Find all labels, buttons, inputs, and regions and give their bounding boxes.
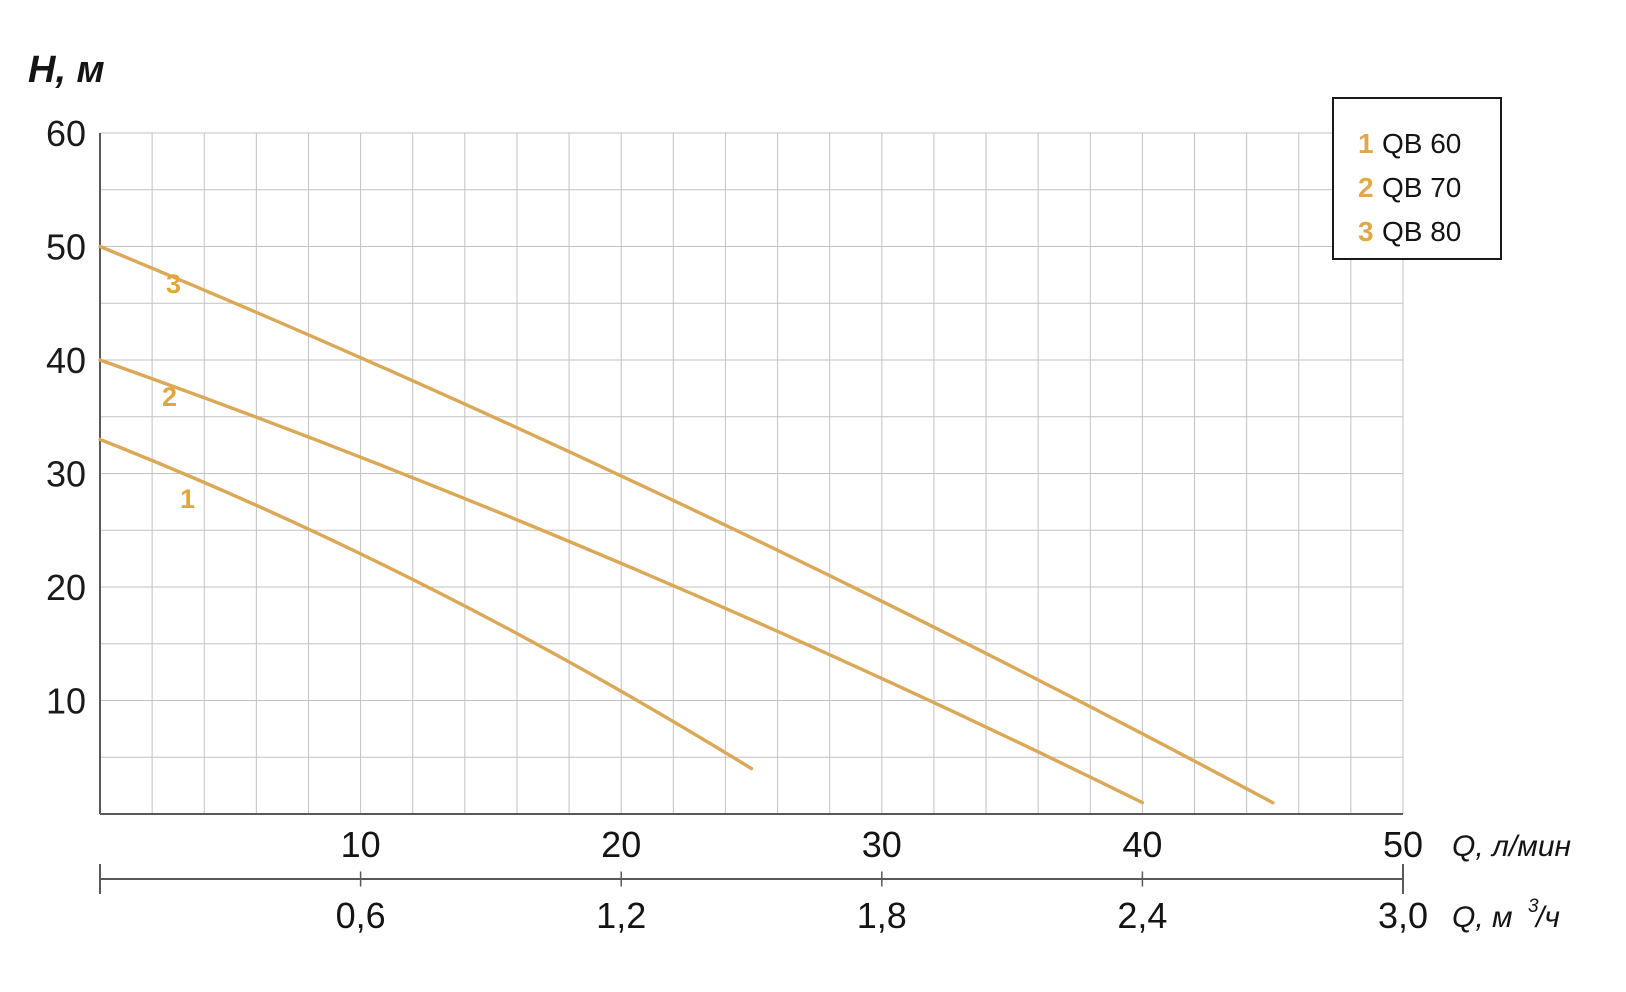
svg-text:1: 1 bbox=[180, 484, 195, 514]
svg-text:3: 3 bbox=[1358, 216, 1374, 247]
svg-text:60: 60 bbox=[46, 113, 86, 154]
svg-text:10: 10 bbox=[46, 681, 86, 722]
svg-text:QB 60: QB 60 bbox=[1382, 128, 1461, 159]
svg-text:1,2: 1,2 bbox=[596, 895, 646, 936]
svg-text:20: 20 bbox=[46, 567, 86, 608]
svg-text:50: 50 bbox=[46, 227, 86, 268]
svg-text:40: 40 bbox=[1122, 824, 1162, 865]
svg-text:2: 2 bbox=[1358, 172, 1374, 203]
svg-text:30: 30 bbox=[862, 824, 902, 865]
svg-text:2: 2 bbox=[162, 382, 177, 412]
svg-text:1,8: 1,8 bbox=[857, 895, 907, 936]
svg-text:3,0: 3,0 bbox=[1378, 895, 1428, 936]
svg-text:3: 3 bbox=[166, 269, 181, 299]
svg-text:QB 70: QB 70 bbox=[1382, 172, 1461, 203]
svg-text:/ч: /ч bbox=[1534, 901, 1560, 934]
svg-text:0,6: 0,6 bbox=[336, 895, 386, 936]
svg-text:30: 30 bbox=[46, 454, 86, 495]
svg-text:Q, м: Q, м bbox=[1452, 901, 1513, 934]
svg-text:H, м: H, м bbox=[28, 49, 105, 91]
svg-text:50: 50 bbox=[1383, 824, 1423, 865]
svg-text:1: 1 bbox=[1358, 128, 1374, 159]
svg-text:40: 40 bbox=[46, 340, 86, 381]
svg-text:10: 10 bbox=[341, 824, 381, 865]
svg-text:2,4: 2,4 bbox=[1117, 895, 1167, 936]
svg-text:20: 20 bbox=[601, 824, 641, 865]
svg-text:QB 80: QB 80 bbox=[1382, 216, 1461, 247]
svg-text:Q, л/мин: Q, л/мин bbox=[1452, 830, 1571, 863]
